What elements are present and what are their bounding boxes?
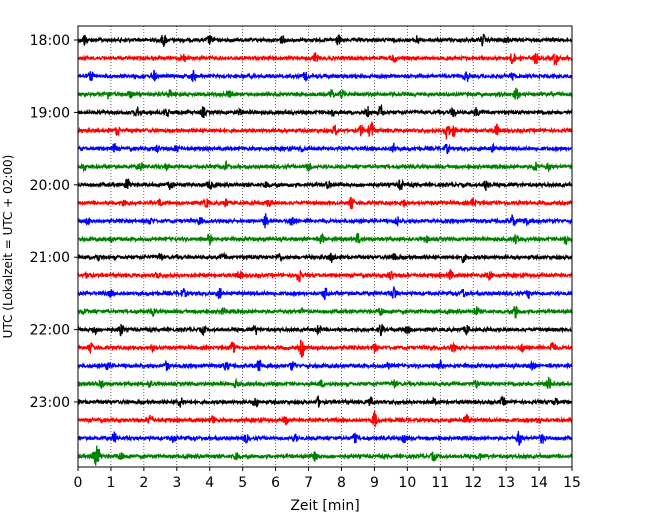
trace-2100	[77, 251, 573, 264]
y-tick-label: 22:00	[30, 323, 70, 339]
trace-2330	[77, 430, 573, 446]
traces	[77, 33, 573, 466]
x-tick-label: 14	[530, 475, 548, 491]
y-tick-label: 20:00	[30, 178, 70, 194]
trace-2315	[77, 410, 573, 428]
trace-1815	[77, 52, 573, 66]
x-tick-label: 7	[304, 475, 313, 491]
x-tick-label: 11	[431, 475, 449, 491]
trace-1830	[77, 69, 573, 82]
x-axis-label: Zeit [min]	[290, 498, 359, 514]
x-tick-label: 9	[370, 475, 379, 491]
trace-2045	[77, 232, 573, 246]
trace-1800	[77, 33, 573, 47]
x-tick-label: 10	[398, 475, 416, 491]
trace-2345	[77, 445, 573, 466]
y-tick-label: 19:00	[30, 105, 70, 121]
y-tick-label: 23:00	[30, 395, 70, 411]
x-tick-label: 5	[238, 475, 247, 491]
x-tick-label: 4	[205, 475, 214, 491]
y-axis-label: UTC (Lokalzeit = UTC + 02:00)	[1, 155, 15, 339]
ticks: 0 1 2 3 4 5 6 7 8 9 10 11 12 13 14 1518:0019:0020:0021:…	[30, 33, 581, 491]
trace-1845	[77, 87, 573, 101]
trace-1945	[77, 160, 573, 174]
x-tick-label: 15	[563, 475, 581, 491]
x-tick-label: 6	[271, 475, 280, 491]
y-tick-label: 21:00	[30, 250, 70, 266]
trace-2300	[77, 394, 573, 408]
x-tick-label: 0	[74, 475, 83, 491]
x-tick-label: 1	[106, 475, 115, 491]
x-tick-label: 2	[139, 475, 148, 491]
y-tick-label: 18:00	[30, 33, 70, 49]
trace-1915	[77, 121, 573, 140]
x-tick-label: 12	[464, 475, 482, 491]
x-tick-label: 13	[497, 475, 515, 491]
trace-2230	[77, 359, 573, 372]
x-tick-label: 8	[337, 475, 346, 491]
trace-2000	[77, 178, 573, 191]
trace-1900	[77, 104, 573, 119]
x-tick-label: 3	[172, 475, 181, 491]
trace-2115	[77, 269, 573, 283]
trace-2130	[77, 286, 573, 301]
trace-2200	[77, 324, 573, 337]
trace-2245	[77, 376, 573, 389]
plot-frame	[77, 25, 573, 468]
trace-2015	[77, 197, 573, 210]
trace-1930	[77, 142, 573, 155]
trace-2215	[77, 339, 573, 358]
trace-2145	[77, 305, 573, 319]
trace-2030	[77, 213, 573, 229]
